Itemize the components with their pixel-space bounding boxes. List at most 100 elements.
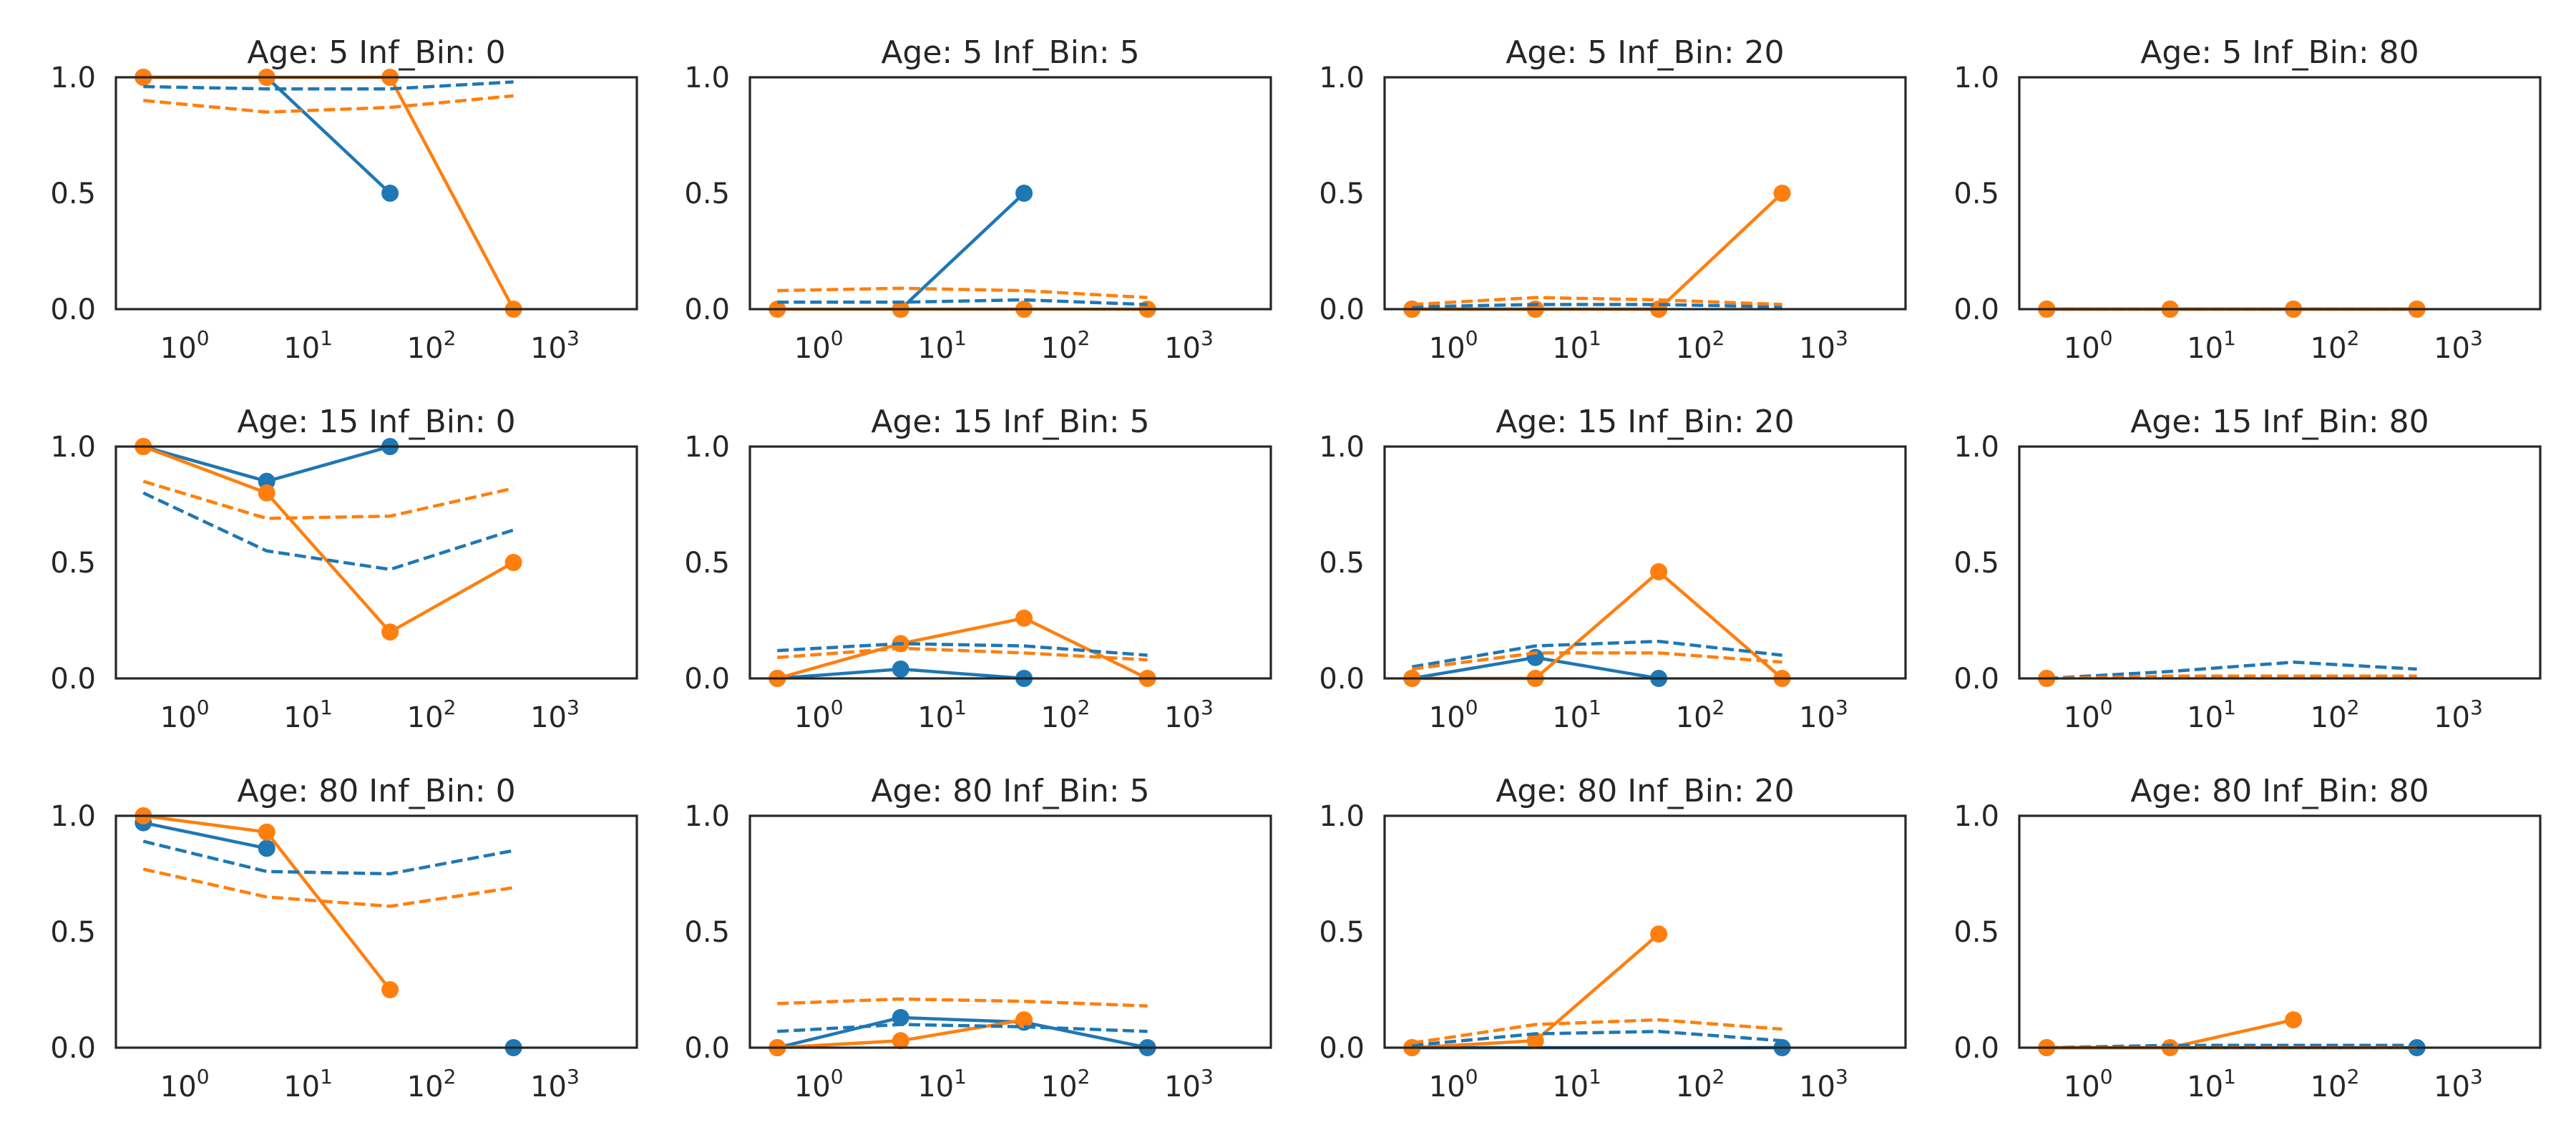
dashed-series-line	[1411, 1018, 1782, 1045]
y-tick-label: 1.0	[50, 62, 96, 94]
x-tick-label: 101	[1552, 326, 1601, 365]
series-2	[2046, 1043, 2417, 1050]
y-tick-label: 1.0	[50, 431, 96, 464]
y-tick-label: 1.0	[1319, 431, 1365, 464]
y-tick-label: 0.0	[50, 663, 96, 696]
dashed-series-line	[142, 839, 514, 876]
series-2	[777, 1023, 1148, 1033]
data-point	[1015, 1011, 1033, 1029]
subplot-title: Age: 80 Inf_Bin: 0	[237, 773, 515, 809]
y-tick-label: 0.5	[1953, 916, 1999, 949]
series-2	[777, 642, 1148, 657]
series-line	[142, 444, 514, 634]
dashed-series-line	[1411, 639, 1782, 669]
axes-frame	[748, 814, 1272, 1049]
subplot-title: Age: 5 Inf_Bin: 0	[247, 34, 505, 71]
y-tick-label: 0.0	[684, 293, 730, 326]
series-line	[776, 616, 1148, 681]
y-tick-label: 0.0	[684, 663, 730, 696]
series-2	[777, 298, 1148, 306]
x-tick-label: 102	[407, 326, 457, 365]
x-tick-label: 101	[283, 696, 333, 734]
y-tick-label: 0.0	[1319, 293, 1365, 326]
dashed-series-line	[143, 80, 514, 91]
data-point	[1650, 563, 1668, 580]
series-2	[1412, 1030, 1782, 1048]
data-point	[2285, 1011, 2303, 1029]
y-tick-label: 1.0	[684, 431, 730, 464]
subplot-grid: Age: 5 Inf_Bin: 0 0.0 0.5 1.0 100 101 102 103 Ag…	[50, 34, 2542, 1103]
data-point	[258, 823, 275, 841]
y-tick-label: 0.0	[684, 1032, 730, 1065]
dashed-series-line	[777, 642, 1148, 657]
dashed-series-line	[777, 286, 1148, 300]
axes-frame	[748, 445, 1272, 680]
subplot-title: Age: 15 Inf_Bin: 0	[237, 404, 515, 440]
subplot-title: Age: 15 Inf_Bin: 20	[1496, 404, 1794, 440]
x-tick-label: 101	[1552, 696, 1601, 734]
dashed-series-line	[1412, 651, 1782, 671]
series-4	[142, 867, 514, 908]
x-tick-label: 101	[283, 326, 333, 365]
series-2	[135, 807, 399, 998]
dashed-series-line	[2046, 674, 2417, 681]
series-line	[142, 821, 268, 850]
axes-frame	[114, 76, 638, 311]
data-point	[1773, 185, 1791, 202]
axes-frame	[2018, 76, 2542, 311]
dashed-series-line	[777, 997, 1148, 1008]
data-point	[892, 1032, 909, 1050]
x-tick-label: 100	[160, 1065, 210, 1103]
dashed-series-line	[142, 491, 514, 571]
data-point	[892, 1008, 909, 1026]
subplot-title: Age: 5 Inf_Bin: 5	[881, 34, 1139, 71]
series-1	[135, 438, 522, 641]
data-point	[504, 554, 522, 571]
y-tick-label: 0.0	[1953, 293, 1999, 326]
dashed-series-line	[142, 479, 514, 520]
y-tick-label: 0.0	[50, 1032, 96, 1065]
subplot-title: Age: 80 Inf_Bin: 5	[871, 773, 1149, 809]
y-tick-label: 0.5	[1319, 547, 1365, 580]
data-point	[1650, 925, 1668, 943]
series-3	[777, 997, 1148, 1008]
y-tick-label: 0.5	[1319, 177, 1365, 210]
series-3	[1412, 296, 1782, 306]
x-tick-label: 101	[2187, 1065, 2236, 1103]
x-tick-label: 100	[794, 696, 844, 734]
subplot-title: Age: 80 Inf_Bin: 20	[1496, 773, 1794, 809]
axes-frame	[1383, 814, 1907, 1049]
series-line	[776, 1015, 1148, 1050]
series-3	[142, 479, 514, 520]
dashed-series-line	[1412, 1030, 1782, 1048]
dashed-series-line	[777, 646, 1148, 662]
data-point	[381, 185, 399, 202]
series-3	[1411, 1018, 1782, 1045]
y-tick-label: 1.0	[1953, 800, 1999, 833]
series-2	[2046, 661, 2417, 681]
axes-frame	[114, 445, 638, 680]
x-tick-label: 103	[1164, 1065, 1214, 1103]
y-tick-label: 1.0	[50, 800, 96, 833]
dashed-series-line	[2046, 1043, 2417, 1050]
x-tick-label: 100	[160, 696, 210, 734]
data-point	[258, 839, 275, 857]
y-tick-label: 0.5	[50, 916, 96, 949]
y-tick-label: 0.0	[1953, 1032, 1999, 1065]
subplot-title: Age: 80 Inf_Bin: 80	[2130, 773, 2429, 809]
axes-frame	[114, 814, 638, 1049]
data-point	[258, 484, 275, 502]
series-3	[142, 839, 514, 876]
data-point	[1526, 1032, 1544, 1050]
y-tick-label: 0.5	[684, 177, 730, 210]
y-tick-label: 0.5	[684, 916, 730, 949]
y-tick-label: 0.5	[1319, 916, 1365, 949]
